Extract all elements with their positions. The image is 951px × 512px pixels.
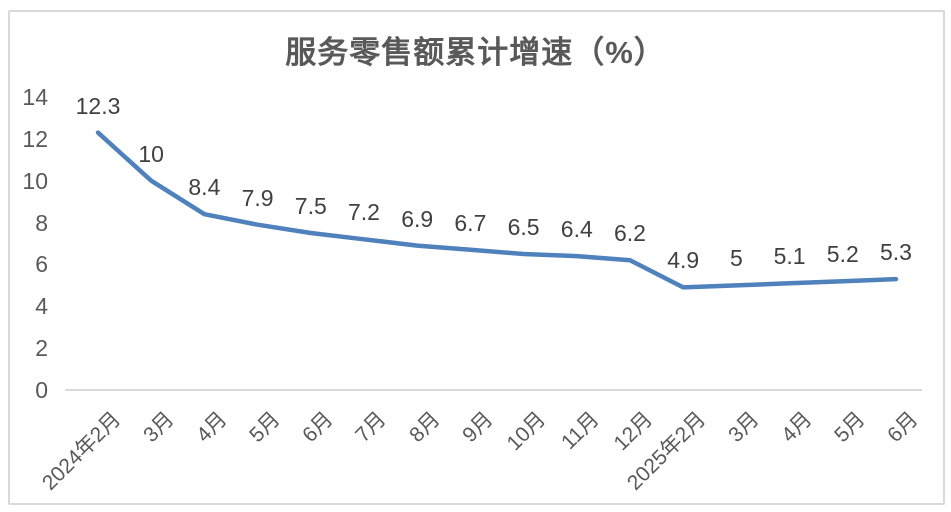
data-label: 5.3 bbox=[880, 239, 912, 266]
y-tick-label: 4 bbox=[35, 293, 48, 320]
data-label: 5.2 bbox=[826, 241, 859, 268]
data-label: 6.5 bbox=[507, 213, 540, 240]
y-tick-label: 2 bbox=[35, 335, 48, 362]
data-label: 10 bbox=[138, 140, 164, 167]
y-tick-label: 10 bbox=[22, 167, 48, 194]
y-tick-label: 6 bbox=[35, 251, 48, 278]
data-label: 5.1 bbox=[773, 243, 806, 270]
y-tick-label: 12 bbox=[22, 125, 48, 152]
data-label: 4.9 bbox=[667, 247, 700, 274]
chart-title: 服务零售额累计增速（%） bbox=[285, 35, 666, 70]
data-label: 7.5 bbox=[294, 193, 327, 220]
y-tick-label: 8 bbox=[35, 209, 48, 236]
series-line bbox=[95, 130, 899, 290]
data-label: 6.7 bbox=[454, 209, 487, 236]
y-tick-label: 0 bbox=[35, 377, 48, 403]
data-label: 5 bbox=[729, 245, 743, 272]
data-label: 6.2 bbox=[614, 220, 646, 247]
data-label: 7.9 bbox=[241, 184, 274, 211]
data-label: 6.9 bbox=[401, 205, 434, 232]
data-label: 8.4 bbox=[188, 174, 221, 201]
y-tick-label: 14 bbox=[22, 84, 48, 110]
data-label: 12.3 bbox=[75, 92, 121, 119]
data-label: 6.4 bbox=[560, 216, 593, 243]
data-label: 7.2 bbox=[348, 199, 380, 226]
chart-frame bbox=[8, 10, 945, 505]
